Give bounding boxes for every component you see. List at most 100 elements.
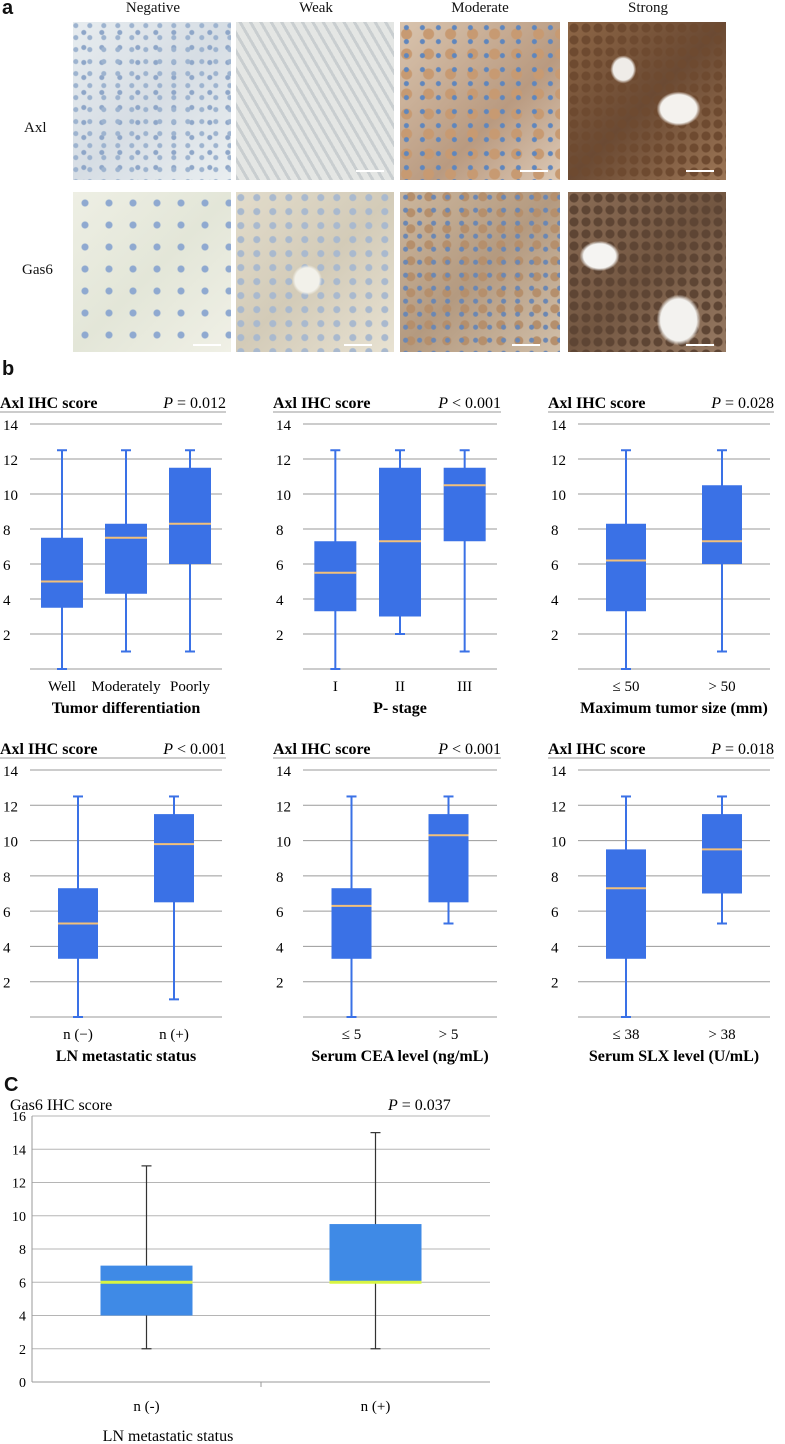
- y-tick-label: 8: [3, 870, 11, 886]
- y-tick-label: 10: [276, 835, 291, 851]
- y-tick-label: 12: [3, 453, 18, 469]
- x-tick-label: n (-): [133, 1399, 159, 1415]
- y-tick-label: 8: [276, 523, 284, 539]
- p-value: P < 0.001: [162, 741, 226, 758]
- y-tick-label: 14: [551, 764, 567, 780]
- box: [428, 814, 469, 903]
- row-header-axl: Axl: [24, 120, 47, 136]
- micrograph-axl-strong: [568, 22, 726, 180]
- chart-title: Axl IHC score: [273, 741, 370, 758]
- col-header-weak: Weak: [299, 0, 333, 16]
- y-tick-label: 8: [551, 870, 559, 886]
- y-tick-label: 14: [12, 1143, 26, 1158]
- y-tick-label: 10: [3, 488, 18, 504]
- y-tick-label: 6: [551, 558, 559, 574]
- p-value: P = 0.018: [710, 741, 774, 758]
- box: [105, 523, 147, 594]
- y-tick-label: 2: [551, 628, 559, 644]
- box-chart-2: Axl IHC score P = 0.028 2 4 6 8 10 12 14 ≤ 50 > 50…: [548, 395, 774, 717]
- box: [100, 1265, 193, 1316]
- x-axis-label: P- stage: [373, 700, 427, 717]
- y-tick-label: 8: [3, 523, 11, 539]
- y-tick-label: 4: [276, 593, 284, 609]
- y-tick-label: 14: [276, 764, 292, 780]
- x-tick-label: Moderately: [91, 679, 161, 695]
- x-axis-label: LN metastatic status: [103, 1428, 234, 1444]
- y-tick-label: 6: [3, 905, 11, 921]
- x-tick-label: ≤ 5: [342, 1027, 361, 1043]
- y-tick-label: 8: [551, 523, 559, 539]
- y-tick-label: 12: [3, 799, 18, 815]
- p-value: P = 0.012: [162, 395, 226, 412]
- x-tick-label: > 50: [708, 679, 735, 695]
- y-tick-label: 14: [551, 418, 567, 434]
- box: [314, 541, 357, 612]
- y-tick-label: 6: [19, 1276, 26, 1291]
- y-tick-label: 6: [3, 558, 11, 574]
- box: [329, 1224, 422, 1283]
- y-tick-label: 10: [12, 1210, 26, 1225]
- box-chart-4: Axl IHC score P < 0.001 2 4 6 8 10 12 14 ≤ 5 > 5 Se…: [273, 741, 501, 1065]
- y-tick-label: 2: [19, 1343, 26, 1358]
- y-tick-label: 10: [3, 835, 18, 851]
- x-axis-label: Maximum tumor size (mm): [580, 700, 768, 717]
- micrograph-gas6-moderate: [400, 192, 560, 352]
- x-tick-label: ≤ 38: [613, 1027, 640, 1043]
- micrograph-gas6-weak: [236, 192, 394, 352]
- y-tick-label: 6: [276, 558, 284, 574]
- y-tick-label: 10: [551, 488, 566, 504]
- y-tick-label: 12: [551, 799, 566, 815]
- y-tick-label: 2: [3, 628, 11, 644]
- row-header-gas6: Gas6: [22, 262, 53, 278]
- x-axis-label: Serum CEA level (ng/mL): [311, 1048, 488, 1065]
- x-tick-label: I: [333, 679, 338, 695]
- y-tick-label: 2: [276, 628, 284, 644]
- y-tick-label: 8: [19, 1243, 26, 1258]
- x-tick-label: n (+): [361, 1399, 391, 1415]
- scale-bar: [344, 344, 372, 346]
- y-tick-label: 12: [12, 1177, 26, 1192]
- p-value: P = 0.037: [387, 1097, 451, 1114]
- box: [331, 888, 372, 959]
- p-value: P < 0.001: [437, 741, 501, 758]
- micrograph-axl-moderate: [400, 22, 560, 180]
- col-header-strong: Strong: [627, 0, 668, 16]
- panel-a-letter: a: [2, 0, 14, 19]
- scale-bar: [520, 170, 548, 172]
- y-tick-label: 6: [551, 905, 559, 921]
- y-tick-label: 6: [276, 905, 284, 921]
- box: [702, 485, 742, 564]
- chart-title: Axl IHC score: [0, 741, 97, 758]
- x-tick-label: > 38: [708, 1027, 735, 1043]
- scale-bar: [512, 344, 540, 346]
- scale-bar: [356, 170, 384, 172]
- chart-title: Axl IHC score: [273, 395, 370, 412]
- x-tick-label: n (+): [159, 1027, 189, 1043]
- p-value: P = 0.028: [710, 395, 774, 412]
- p-value: P < 0.001: [437, 395, 501, 412]
- y-tick-label: 14: [3, 418, 19, 434]
- box: [169, 467, 211, 564]
- y-tick-label: 4: [3, 593, 11, 609]
- y-tick-label: 14: [3, 764, 19, 780]
- y-tick-label: 4: [551, 593, 559, 609]
- box: [606, 523, 646, 612]
- y-tick-label: 2: [276, 976, 284, 992]
- col-header-moderate: Moderate: [451, 0, 509, 16]
- y-tick-label: 4: [551, 940, 559, 956]
- chart-title: Axl IHC score: [548, 741, 645, 758]
- panel-c-letter: C: [4, 1074, 19, 1096]
- box: [702, 814, 742, 894]
- x-axis-label: LN metastatic status: [56, 1048, 196, 1065]
- box: [41, 537, 83, 608]
- box: [154, 814, 194, 903]
- y-tick-label: 10: [276, 488, 291, 504]
- x-tick-label: Well: [48, 679, 76, 695]
- scale-bar: [686, 170, 714, 172]
- micrograph-gas6-strong: [568, 192, 726, 352]
- y-tick-label: 16: [12, 1110, 26, 1125]
- y-tick-label: 4: [276, 940, 284, 956]
- y-tick-label: 4: [19, 1310, 26, 1325]
- chart-title: Axl IHC score: [548, 395, 645, 412]
